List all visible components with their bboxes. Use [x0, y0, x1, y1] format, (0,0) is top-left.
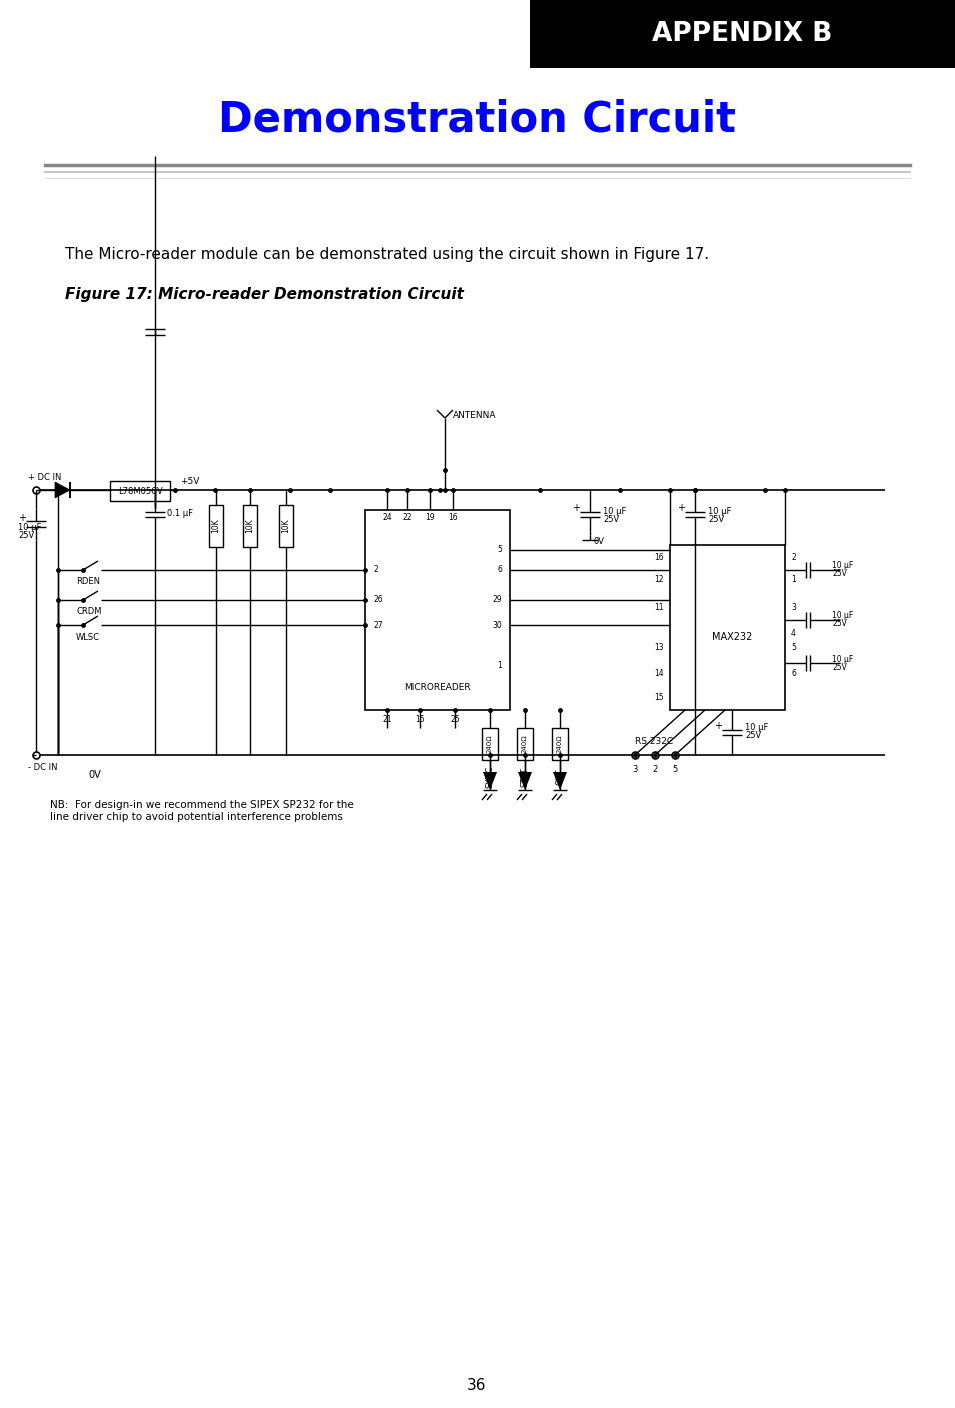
Text: 4: 4: [791, 628, 796, 638]
Text: ANTENNA: ANTENNA: [453, 411, 497, 420]
Text: +: +: [572, 503, 580, 513]
Text: 24: 24: [382, 514, 392, 522]
Bar: [110, 482, 170, 501]
Text: + DC IN: + DC IN: [28, 473, 61, 483]
Polygon shape: [55, 482, 70, 498]
Text: 1: 1: [498, 660, 502, 669]
Text: RDEN: RDEN: [76, 577, 100, 587]
Text: 16: 16: [654, 552, 664, 562]
Bar: [530, 0, 955, 68]
Text: 12: 12: [654, 576, 664, 584]
Bar: [279, 505, 293, 546]
Text: 15: 15: [415, 715, 425, 725]
Text: APPENDIX B: APPENDIX B: [652, 21, 833, 46]
Text: 36: 36: [467, 1377, 487, 1393]
Text: 25V: 25V: [18, 531, 34, 541]
Text: 25: 25: [450, 715, 459, 725]
Text: 25V: 25V: [832, 620, 847, 628]
Text: The Micro-reader module can be demonstrated using the circuit shown in Figure 17: The Micro-reader module can be demonstra…: [65, 248, 710, 262]
Text: 0V: 0V: [593, 538, 604, 546]
Bar: [517, 728, 533, 760]
Text: L78M05CV: L78M05CV: [117, 487, 162, 496]
Text: 0.1 µF: 0.1 µF: [167, 510, 193, 518]
Text: - DC IN: - DC IN: [28, 763, 57, 772]
Text: SYNC: SYNC: [485, 766, 495, 788]
Text: 25V: 25V: [832, 569, 847, 579]
Text: 21: 21: [382, 715, 392, 725]
Text: 10 µF: 10 µF: [603, 507, 626, 515]
Text: 240Ω: 240Ω: [557, 735, 563, 753]
Text: 10K: 10K: [282, 518, 290, 534]
Text: 5: 5: [672, 765, 678, 773]
Text: Demonstration Circuit: Demonstration Circuit: [218, 99, 736, 141]
Text: 22: 22: [402, 514, 412, 522]
Text: 13: 13: [654, 643, 664, 652]
Text: 10 µF: 10 µF: [832, 611, 853, 621]
Text: 25V: 25V: [603, 514, 619, 524]
Text: 15: 15: [654, 694, 664, 703]
Text: +: +: [677, 503, 685, 513]
Text: Figure 17: Micro-reader Demonstration Circuit: Figure 17: Micro-reader Demonstration Ci…: [65, 287, 464, 303]
Text: NB:  For design-in we recommend the SIPEX SP232 for the
line driver chip to avoi: NB: For design-in we recommend the SIPEX…: [50, 800, 353, 822]
Bar: [243, 505, 257, 546]
Text: 25V: 25V: [745, 732, 761, 741]
Bar: [209, 505, 223, 546]
Text: 6: 6: [498, 566, 502, 574]
Text: 2: 2: [373, 566, 378, 574]
Text: 5: 5: [498, 545, 502, 555]
Text: 2: 2: [791, 552, 796, 562]
Text: 19: 19: [425, 514, 435, 522]
Text: 25V: 25V: [832, 663, 847, 672]
Text: 0V: 0V: [89, 770, 101, 780]
Text: MICROREADER: MICROREADER: [404, 683, 471, 693]
Text: 25V: 25V: [708, 514, 724, 524]
Text: 27: 27: [373, 621, 383, 629]
Text: +: +: [714, 721, 722, 731]
Text: 30: 30: [492, 621, 502, 629]
Text: 29: 29: [493, 596, 502, 604]
Text: 3: 3: [791, 604, 796, 612]
Text: +5V: +5V: [180, 477, 200, 487]
Text: 10 µF: 10 µF: [708, 507, 732, 515]
Text: 240Ω: 240Ω: [522, 735, 528, 753]
Text: 6: 6: [791, 669, 796, 677]
Polygon shape: [483, 772, 497, 790]
Text: CRDM: CRDM: [76, 607, 101, 617]
Text: 10 µF: 10 µF: [832, 655, 853, 663]
Text: 10K: 10K: [211, 518, 221, 534]
Polygon shape: [518, 772, 532, 790]
Text: WLSC: WLSC: [76, 632, 100, 642]
Bar: [670, 545, 785, 710]
Text: 14: 14: [654, 669, 664, 677]
Text: STAT: STAT: [520, 767, 529, 787]
Text: 240Ω: 240Ω: [487, 735, 493, 753]
Text: OKT: OKT: [556, 769, 564, 786]
Text: 10 µF: 10 µF: [832, 562, 853, 570]
Text: 5: 5: [791, 643, 796, 652]
Text: 16: 16: [448, 514, 457, 522]
Text: 26: 26: [373, 596, 383, 604]
Text: 3: 3: [632, 765, 638, 773]
Polygon shape: [553, 772, 567, 790]
Bar: [552, 728, 568, 760]
Text: MAX232: MAX232: [712, 632, 753, 642]
Bar: [365, 510, 510, 710]
Text: 2: 2: [652, 765, 658, 773]
Text: 11: 11: [654, 604, 664, 612]
Text: +: +: [18, 513, 26, 522]
Text: 10K: 10K: [245, 518, 254, 534]
Bar: [482, 728, 498, 760]
Text: 1: 1: [791, 576, 796, 584]
Text: 10 µF: 10 µF: [18, 524, 41, 532]
Text: RS 232C: RS 232C: [635, 736, 673, 745]
Text: 10 µF: 10 µF: [745, 724, 769, 732]
